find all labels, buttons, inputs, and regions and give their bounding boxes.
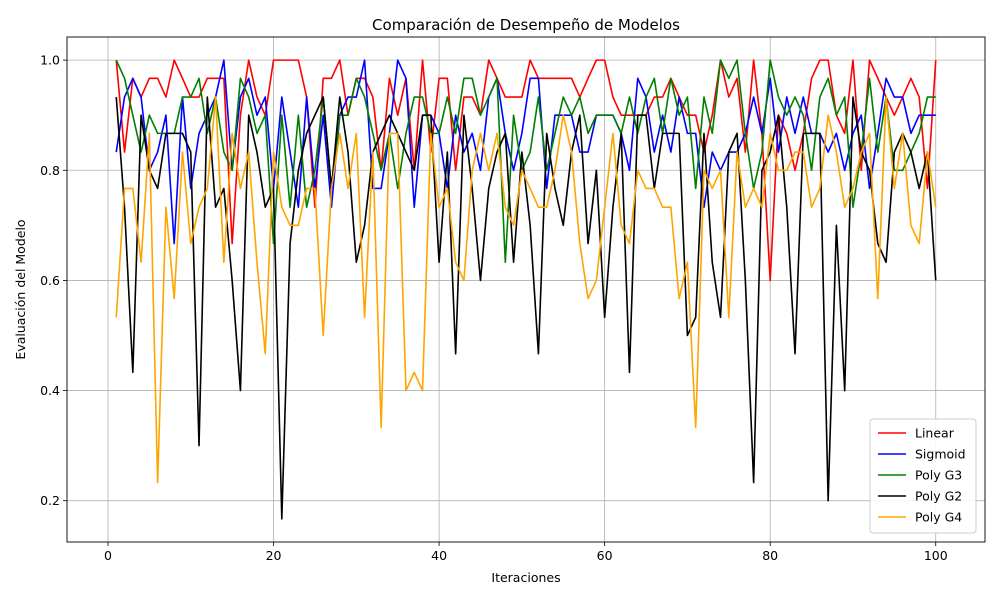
x-tick-label: 0 bbox=[104, 548, 112, 563]
legend-label: Poly G3 bbox=[915, 468, 962, 483]
y-tick-label: 0.2 bbox=[40, 493, 60, 508]
series-line-poly-g3 bbox=[115, 59, 936, 264]
grid bbox=[67, 37, 985, 542]
y-tick-label: 1.0 bbox=[40, 53, 60, 68]
series-line-poly-g2 bbox=[115, 96, 937, 520]
x-tick-label: 20 bbox=[266, 548, 282, 563]
series-line-poly-g4 bbox=[115, 96, 937, 484]
y-tick-label: 0.6 bbox=[40, 273, 60, 288]
legend: Linear Sigmoid Poly G3 Poly G2 Poly G4 bbox=[869, 418, 977, 534]
plot-frame bbox=[66, 36, 986, 543]
x-tick-label: 60 bbox=[597, 548, 613, 563]
legend-label: Sigmoid bbox=[915, 447, 966, 462]
x-tick-label: 100 bbox=[924, 548, 948, 563]
series-lines bbox=[115, 59, 937, 520]
x-axis-title: Iteraciones bbox=[491, 570, 560, 585]
legend-label: Linear bbox=[915, 426, 955, 441]
y-tick-label: 0.4 bbox=[40, 383, 60, 398]
legend-label: Poly G4 bbox=[915, 510, 962, 525]
legend-label: Poly G2 bbox=[915, 489, 962, 504]
series-line-sigmoid bbox=[115, 59, 936, 245]
chart-title: Comparación de Desempeño de Modelos bbox=[372, 16, 680, 34]
axis-ticks: 0 20 40 60 80 100 0.2 0.4 0.6 0.8 1.0 bbox=[40, 53, 948, 563]
legend-box bbox=[869, 418, 977, 534]
y-tick-label: 0.8 bbox=[40, 163, 60, 178]
y-axis-title: Evaluación del Modelo bbox=[13, 219, 28, 359]
x-tick-label: 40 bbox=[431, 548, 447, 563]
x-tick-label: 80 bbox=[762, 548, 778, 563]
